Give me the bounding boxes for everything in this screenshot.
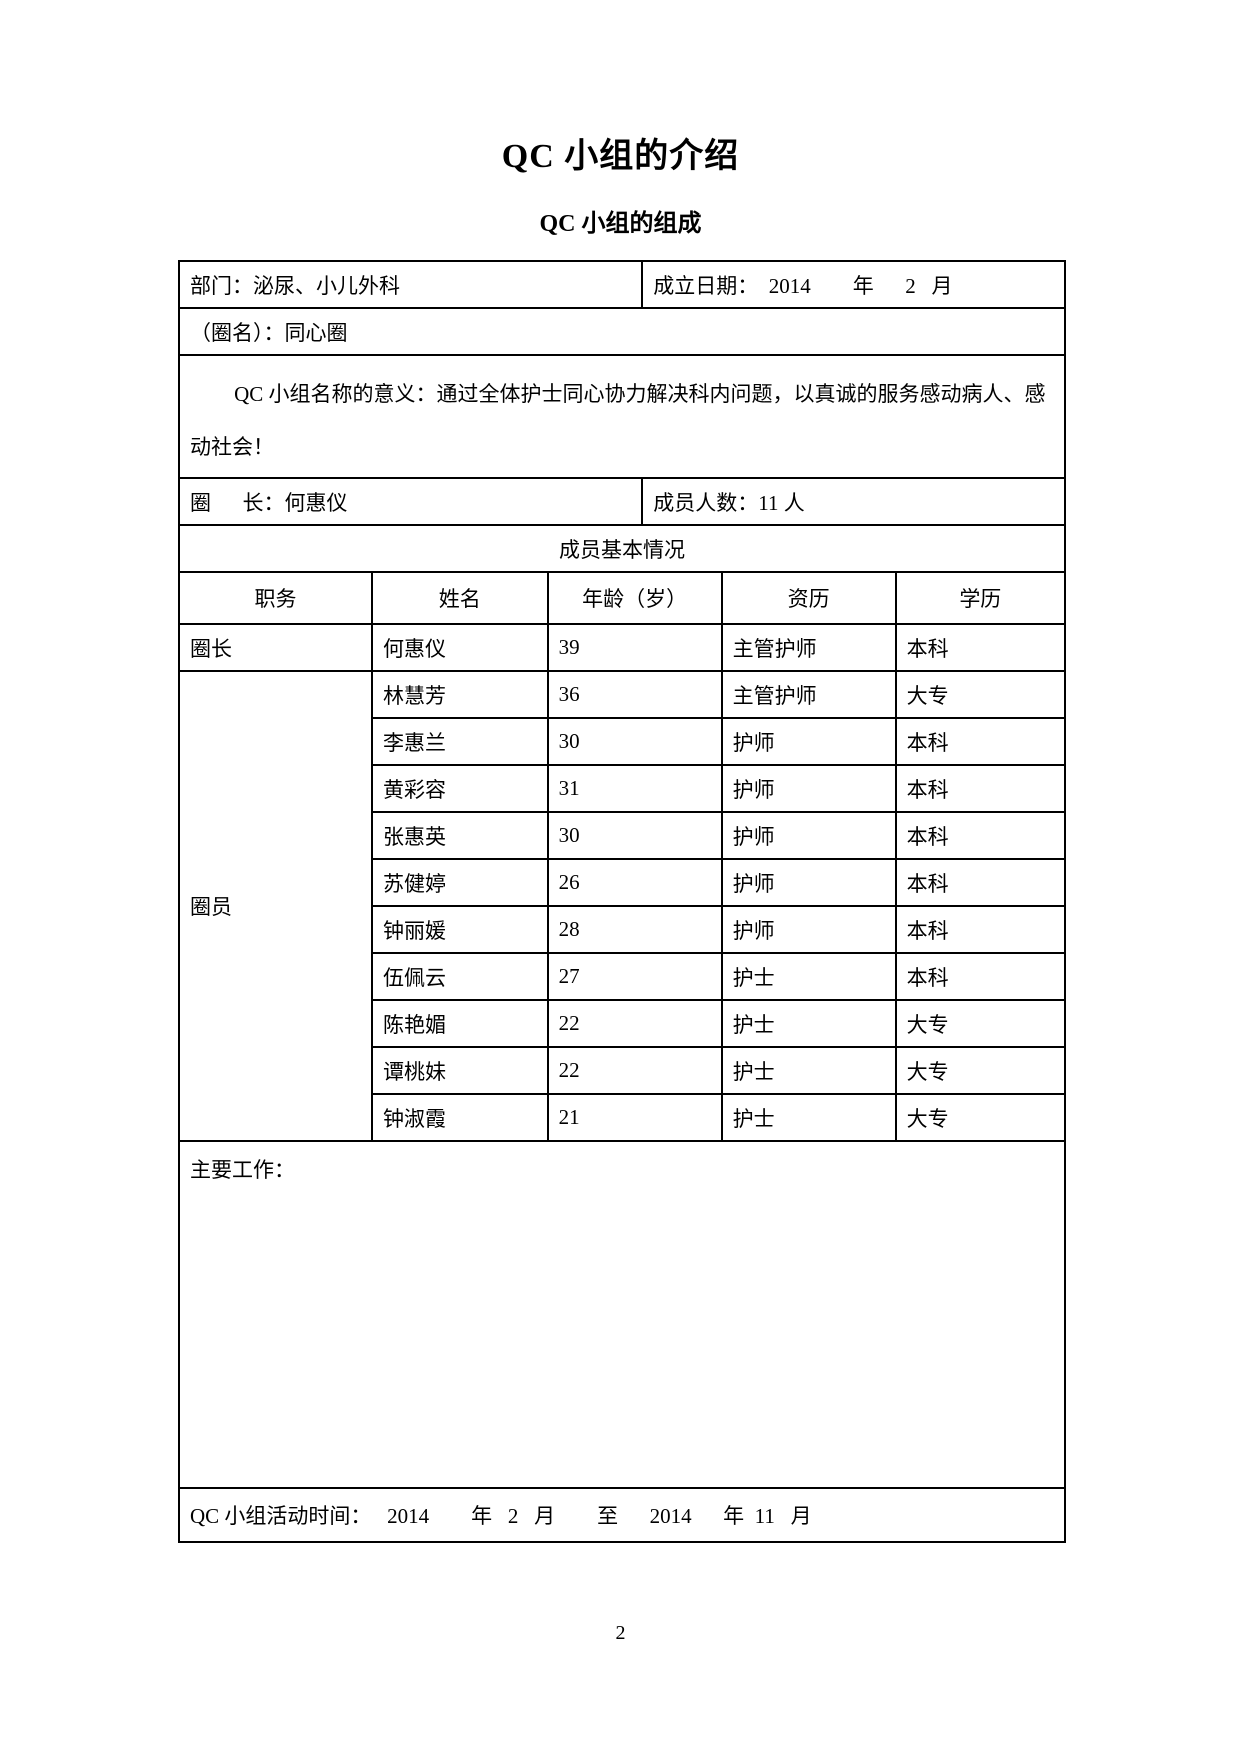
- member-education: 本科: [894, 905, 1067, 954]
- qc-info-table: 部门：泌尿、小儿外科 成立日期： 2014 年 2 月 （圈名）：同心圈 QC …: [177, 260, 1066, 573]
- main-work-cell: 主要工作：: [178, 1140, 1066, 1489]
- table-row: QC 小组名称的意义：通过全体护士同心协力解决科内问题，以真诚的服务感动病人、感…: [178, 354, 1066, 479]
- member-age: 26: [546, 858, 723, 907]
- member-qualification: 护师: [720, 764, 897, 813]
- founded-date-cell: 成立日期： 2014 年 2 月: [641, 260, 1066, 309]
- members-section-title: 成员基本情况: [178, 524, 1066, 573]
- member-age: 39: [546, 623, 723, 672]
- member-qualification: 护士: [720, 999, 897, 1048]
- member-education: 大专: [894, 670, 1067, 719]
- member-qualification: 护士: [720, 1093, 897, 1142]
- member-age: 30: [546, 811, 723, 860]
- column-header-qualification: 资历: [720, 571, 897, 625]
- member-education: 大专: [894, 1093, 1067, 1142]
- table-row: 张惠英 30 护师 本科: [179, 811, 1067, 860]
- column-header-name: 姓名: [370, 571, 549, 625]
- meaning-cell: QC 小组名称的意义：通过全体护士同心协力解决科内问题，以真诚的服务感动病人、感…: [178, 354, 1066, 479]
- table-row: 陈艳媚 22 护士 大专: [179, 999, 1067, 1048]
- member-name: 钟淑霞: [370, 1093, 549, 1142]
- member-qualification: 护士: [720, 1046, 897, 1095]
- member-qualification: 护士: [720, 952, 897, 1001]
- column-header-age: 年龄（岁）: [546, 571, 723, 625]
- member-name: 陈艳媚: [370, 999, 549, 1048]
- member-education: 大专: [894, 1046, 1067, 1095]
- page-title: QC 小组的介绍: [501, 138, 740, 175]
- work-table: 主要工作： QC 小组活动时间： 2014 年 2 月 至 2014 年 11 …: [178, 1140, 1066, 1543]
- member-name: 伍佩云: [370, 952, 549, 1001]
- table-row: QC 小组活动时间： 2014 年 2 月 至 2014 年 11 月: [178, 1487, 1066, 1543]
- member-education: 本科: [894, 623, 1067, 672]
- table-row: 李惠兰 30 护师 本科: [179, 717, 1067, 766]
- member-education: 大专: [894, 999, 1067, 1048]
- table-row: 主要工作：: [178, 1140, 1066, 1489]
- member-name: 钟丽媛: [370, 905, 549, 954]
- member-name: 张惠英: [370, 811, 549, 860]
- member-name: 何惠仪: [370, 623, 549, 672]
- table-row: 谭桃妹 22 护士 大专: [179, 1046, 1067, 1095]
- member-name: 苏健婷: [370, 858, 549, 907]
- member-age: 27: [546, 952, 723, 1001]
- meaning-text: QC 小组名称的意义：通过全体护士同心协力解决科内问题，以真诚的服务感动病人、感…: [190, 382, 1046, 459]
- page-subtitle: QC 小组的组成: [539, 211, 702, 237]
- table-row: 圈长 何惠仪 39 主管护师 本科: [178, 623, 1067, 672]
- member-qualification: 护师: [720, 858, 897, 907]
- circle-name-cell: （圈名）：同心圈: [178, 307, 1066, 356]
- member-role: 圈长: [178, 623, 373, 672]
- table-row: 苏健婷 26 护师 本科: [179, 858, 1067, 907]
- member-age: 22: [546, 999, 723, 1048]
- members-header-row: 职务 姓名 年龄（岁） 资历 学历: [178, 571, 1067, 625]
- table-row: 伍佩云 27 护士 本科: [179, 952, 1067, 1001]
- member-qualification: 护师: [720, 717, 897, 766]
- member-name: 谭桃妹: [370, 1046, 549, 1095]
- column-header-education: 学历: [894, 571, 1067, 625]
- member-qualification: 护师: [720, 905, 897, 954]
- member-role: 圈员: [178, 670, 373, 1142]
- department-cell: 部门：泌尿、小儿外科: [177, 260, 644, 309]
- table-row: 钟淑霞 21 护士 大专: [179, 1093, 1067, 1142]
- member-age: 36: [546, 670, 723, 719]
- member-education: 本科: [894, 764, 1067, 813]
- member-education: 本科: [894, 717, 1067, 766]
- table-row: 钟丽媛 28 护师 本科: [179, 905, 1067, 954]
- page-number: 2: [615, 1622, 626, 1644]
- leader-cell: 圈 长：何惠仪: [177, 477, 644, 526]
- table-row: 圈 长：何惠仪 成员人数：11 人: [177, 477, 1066, 526]
- table-row: 圈员 林慧芳 36 主管护师 大专: [178, 670, 1067, 1142]
- member-education: 本科: [894, 952, 1067, 1001]
- table-row: 部门：泌尿、小儿外科 成立日期： 2014 年 2 月: [177, 260, 1066, 309]
- member-count-cell: 成员人数：11 人: [641, 477, 1066, 526]
- member-age: 30: [546, 717, 723, 766]
- member-qualification: 主管护师: [720, 623, 897, 672]
- member-name: 李惠兰: [370, 717, 549, 766]
- member-education: 本科: [894, 811, 1067, 860]
- member-age: 28: [546, 905, 723, 954]
- members-table: 职务 姓名 年龄（岁） 资历 学历 圈长 何惠仪 39 主管护师 本科 圈员 林…: [178, 571, 1067, 1142]
- table-row: （圈名）：同心圈: [178, 307, 1066, 356]
- member-education: 本科: [894, 858, 1067, 907]
- member-name: 林慧芳: [370, 670, 549, 719]
- member-qualification: 护师: [720, 811, 897, 860]
- member-age: 21: [546, 1093, 723, 1142]
- table-row: 黄彩容 31 护师 本科: [179, 764, 1067, 813]
- column-header-role: 职务: [178, 571, 373, 625]
- table-row: 成员基本情况: [178, 524, 1066, 573]
- member-age: 31: [546, 764, 723, 813]
- member-age: 22: [546, 1046, 723, 1095]
- activity-time-cell: QC 小组活动时间： 2014 年 2 月 至 2014 年 11 月: [178, 1487, 1066, 1543]
- member-name: 黄彩容: [370, 764, 549, 813]
- member-qualification: 主管护师: [720, 670, 897, 719]
